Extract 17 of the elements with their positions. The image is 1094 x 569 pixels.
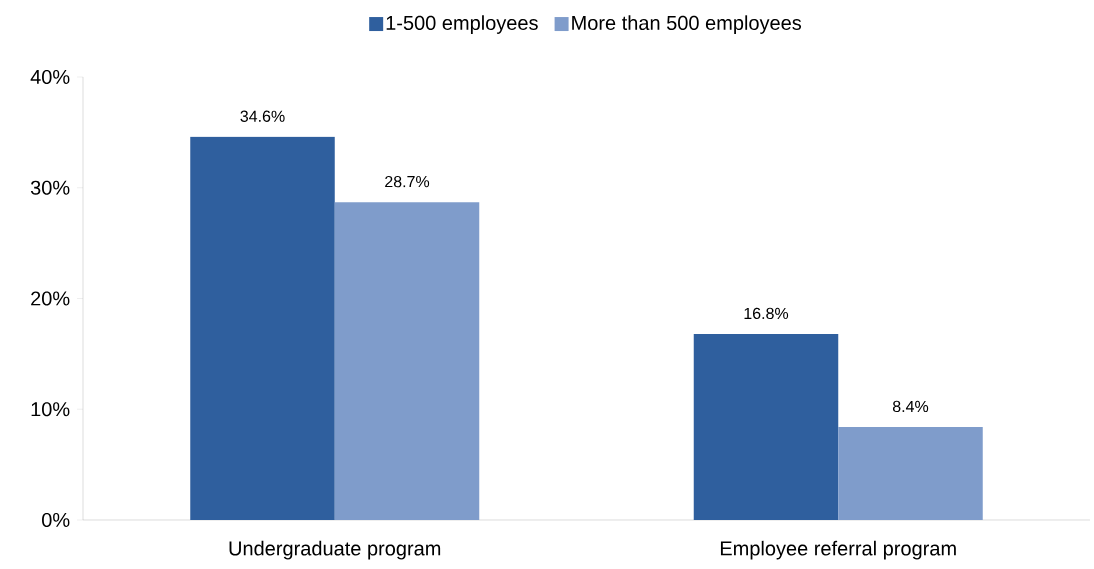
- y-tick-label: 20%: [31, 291, 70, 306]
- data-label: 16.8%: [744, 307, 789, 320]
- bar: [334, 202, 480, 520]
- bar: [190, 136, 335, 520]
- legend-label: 1-500 employees: [386, 15, 538, 34]
- legend-label: More than 500 employees: [572, 15, 802, 34]
- y-tick-label: 30%: [30, 180, 70, 195]
- x-tick-label: Employee referral program: [720, 540, 956, 560]
- x-tick-label: Undergraduate program: [229, 540, 441, 560]
- y-tick-label: 10%: [31, 402, 70, 417]
- data-label: 28.7%: [385, 175, 430, 188]
- data-label: 8.4%: [892, 400, 929, 413]
- y-tick-label: 40%: [30, 69, 70, 85]
- bar: [838, 426, 983, 520]
- data-label: 34.6%: [240, 110, 285, 122]
- y-tick-label: 0%: [42, 512, 70, 528]
- bar: [693, 333, 839, 520]
